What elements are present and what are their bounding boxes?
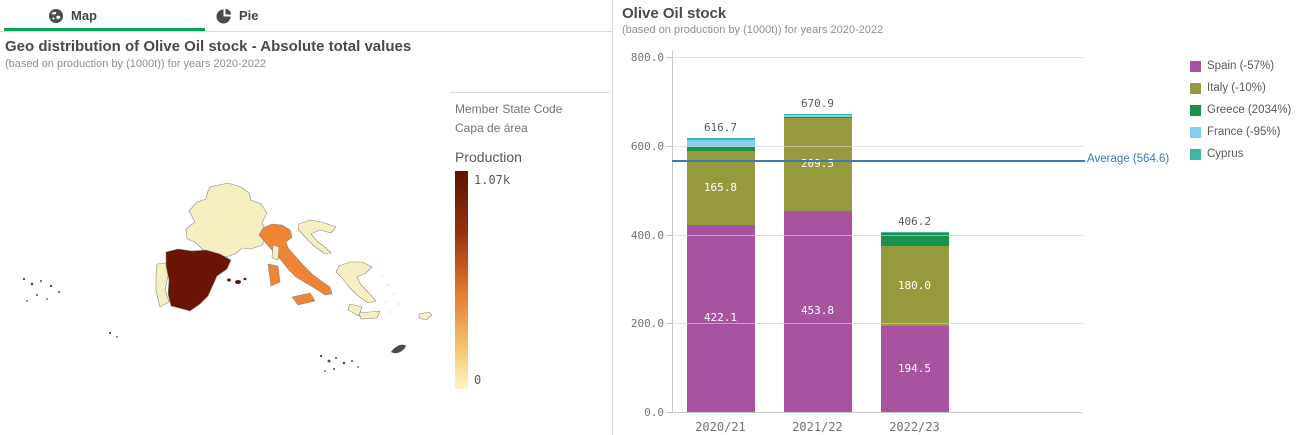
bar-segment-spain-2021-22[interactable] <box>783 210 852 412</box>
average-reference-line <box>672 160 1085 163</box>
y-tick-label: 600.0 <box>630 139 664 153</box>
legend-swatch <box>1190 126 1201 138</box>
pie-icon <box>216 8 232 23</box>
bar-segment-italy-2022-23[interactable] <box>880 245 949 326</box>
y-tick-mark <box>666 234 672 236</box>
tab-pie-label: Pie <box>239 8 259 23</box>
x-axis-line <box>672 412 1083 413</box>
legend-measure-title: Production <box>455 149 522 165</box>
bar-segment-greece-2022-23[interactable] <box>880 232 949 246</box>
gridline <box>672 323 1083 325</box>
x-axis-label-2022-23[interactable]: 2022/23 <box>889 420 940 434</box>
chart-subtitle: (based on production by (1000t)) for yea… <box>622 24 884 36</box>
globe-icon <box>49 8 63 23</box>
tab-bar: Map Pie <box>0 0 612 32</box>
legend-swatch <box>1190 60 1201 72</box>
tab-map-label: Map <box>71 8 97 23</box>
tab-map[interactable]: Map <box>48 0 97 31</box>
bar-segment-cyprus-2020-21[interactable] <box>686 138 755 141</box>
country-greece[interactable] <box>335 261 377 304</box>
country-greece-peloponnese[interactable] <box>347 303 363 317</box>
legend-max-value: 1.07k <box>474 173 511 187</box>
legend-label: Spain (-57%) <box>1207 60 1275 72</box>
map-legend: Member State Code Capa de área Productio… <box>450 92 610 435</box>
x-axis-label-2020-21[interactable]: 2020/21 <box>695 420 746 434</box>
gridline <box>672 145 1083 147</box>
bar-segment-italy-2021-22[interactable] <box>783 117 852 211</box>
chart-title: Olive Oil stock <box>622 5 727 22</box>
legend-label: Italy (-10%) <box>1207 82 1266 94</box>
bar-chart-panel: Olive Oil stock (based on production by … <box>620 0 1310 435</box>
average-reference-label: Average (564.6) <box>1087 153 1170 166</box>
bar-segment-france-2020-21[interactable] <box>686 140 755 147</box>
y-tick-label: 200.0 <box>630 317 664 331</box>
legend-label: France (-95%) <box>1207 126 1281 138</box>
tab-pie[interactable]: Pie <box>216 0 259 31</box>
map-title: Geo distribution of Olive Oil stock - Ab… <box>5 38 412 55</box>
legend-item-cyprus[interactable]: Cyprus <box>1190 143 1291 165</box>
bar-segment-france-2021-22[interactable] <box>783 114 852 118</box>
bar-segment-spain-2022-23[interactable] <box>880 325 949 412</box>
y-tick-label: 800.0 <box>630 51 664 64</box>
bar-segment-cyprus-2021-22[interactable] <box>783 114 852 115</box>
y-tick-mark <box>666 412 672 413</box>
legend-swatch <box>1190 82 1201 94</box>
legend-swatch <box>1190 104 1201 116</box>
y-tick-mark <box>666 145 672 147</box>
legend-field-area-layer: Capa de área <box>455 121 528 135</box>
legend-field-member-state-code: Member State Code <box>455 102 563 116</box>
legend-gradient-bar <box>455 171 468 389</box>
gridline <box>672 234 1083 236</box>
legend-item-france[interactable]: France (-95%) <box>1190 121 1291 143</box>
country-cyprus[interactable] <box>418 311 433 321</box>
country-crete[interactable] <box>358 310 381 320</box>
country-spain[interactable] <box>165 248 232 312</box>
active-tab-indicator <box>4 28 205 31</box>
legend-item-greece[interactable]: Greece (2034%) <box>1190 99 1291 121</box>
gridline <box>672 57 1083 58</box>
choropleth-map[interactable] <box>0 80 450 435</box>
panel-divider <box>612 0 613 435</box>
bar-total-value: 406.2 <box>897 214 932 228</box>
y-tick-label: 0.0 <box>644 406 664 419</box>
greek-islands <box>380 274 401 314</box>
country-croatia[interactable] <box>297 219 337 255</box>
y-tick-label: 400.0 <box>630 228 664 242</box>
bar-total-value: 670.9 <box>800 97 835 111</box>
map-subtitle: (based on production by (1000t)) for yea… <box>5 58 267 70</box>
bar-segment-cyprus-2022-23[interactable] <box>880 231 949 233</box>
country-sicily[interactable] <box>291 292 316 306</box>
bar-segment-italy-2020-21[interactable] <box>686 151 755 225</box>
bar-segment-greece-2021-22[interactable] <box>783 117 852 118</box>
legend-min-value: 0 <box>474 373 482 387</box>
legend-label: Greece (2034%) <box>1207 104 1292 116</box>
country-italy[interactable] <box>258 223 333 296</box>
legend-item-spain[interactable]: Spain (-57%) <box>1190 55 1291 77</box>
country-france[interactable] <box>185 182 269 258</box>
y-tick-mark <box>666 57 672 58</box>
y-tick-mark <box>666 323 672 325</box>
island-specks <box>22 277 406 372</box>
legend-swatch <box>1190 148 1201 160</box>
y-axis-line <box>672 51 673 413</box>
bar-segment-spain-2020-21[interactable] <box>686 224 755 412</box>
chart-legend: Spain (-57%) Italy (-10%) Greece (2034%) Fr… <box>1190 55 1291 165</box>
legend-item-italy[interactable]: Italy (-10%) <box>1190 77 1291 99</box>
bar-segment-france-2022-23[interactable] <box>880 232 949 233</box>
bar-segment-greece-2020-21[interactable] <box>686 146 755 152</box>
balearic-islands[interactable] <box>227 277 247 284</box>
bar-total-value: 616.7 <box>703 121 738 135</box>
legend-label: Cyprus <box>1207 148 1244 160</box>
country-sardinia[interactable] <box>267 263 281 287</box>
country-corsica[interactable] <box>271 244 280 261</box>
x-axis-label-2021-22[interactable]: 2021/22 <box>792 420 843 434</box>
